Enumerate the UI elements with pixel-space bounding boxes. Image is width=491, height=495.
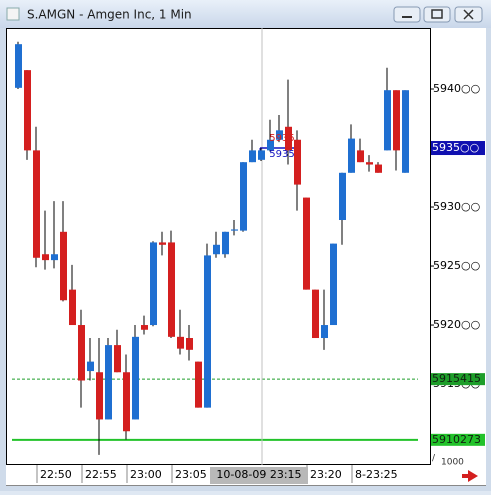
candle-body: [105, 345, 112, 420]
candle-body: [141, 325, 148, 330]
candle-body: [231, 229, 238, 231]
crosshair-price-box: [431, 141, 485, 156]
candle-body: [330, 243, 337, 326]
candle-body: [402, 90, 409, 173]
candle-body: [186, 338, 193, 350]
candle-body: [375, 164, 382, 173]
candle-body: [267, 139, 274, 151]
minimize-button[interactable]: [393, 6, 421, 23]
candle-body: [366, 162, 373, 165]
candle-body: [177, 336, 184, 349]
candle-body: [240, 162, 247, 231]
candle-body: [204, 255, 211, 408]
x-tick-label: 23:05: [175, 468, 207, 481]
y-tick-label: 5925○○: [433, 259, 480, 272]
maximize-icon: [431, 9, 443, 19]
crosshair-time-label: 10-08-09 23:15: [216, 468, 301, 481]
candle-body: [285, 126, 292, 151]
scale-slash: /: [432, 454, 436, 464]
x-tick-label: 23:00: [130, 468, 162, 481]
candle-body: [348, 138, 355, 173]
chart-layer: 5915○○5920○○5925○○5930○○5935○○5940○○22:5…: [12, 28, 485, 484]
candle-body: [168, 242, 175, 337]
candle-body: [150, 242, 157, 326]
y-tick-label: 5930○○: [433, 200, 480, 213]
candle-body: [393, 90, 400, 151]
candle-body: [60, 231, 67, 301]
close-icon: [463, 9, 474, 20]
window-icon: [6, 7, 20, 21]
candle-body: [42, 254, 49, 261]
candle-body: [303, 197, 310, 290]
level-label: 5910273: [432, 433, 481, 446]
candle-body: [312, 289, 319, 339]
candle-body: [33, 150, 40, 258]
level-label-box: [431, 373, 485, 386]
candle-body: [213, 244, 220, 255]
candle-body: [321, 325, 328, 339]
candle-body: [249, 150, 256, 163]
candle-body: [123, 372, 130, 432]
candle-body: [78, 325, 85, 381]
candle-body: [24, 70, 31, 151]
candle-body: [276, 130, 283, 140]
chart-area: [6, 28, 486, 486]
price-marker-text: 5935: [269, 133, 294, 144]
y-tick-label: 5920○○: [433, 318, 480, 331]
x-tick-label: 23:20: [310, 468, 342, 481]
crosshair-time-box: [210, 467, 308, 484]
plot-frame: [6, 28, 431, 465]
candle-body: [51, 254, 58, 261]
y-tick-label: 5940○○: [433, 82, 480, 95]
level-label-box: [431, 433, 485, 446]
candle-body: [87, 361, 94, 372]
window-title: S.AMGN - Amgen Inc, 1 Min: [27, 8, 192, 22]
scale-note: 1000: [441, 458, 464, 468]
candle-body: [132, 336, 139, 420]
candle-body: [258, 150, 265, 160]
crosshair-price-label: 5935○○: [432, 141, 479, 154]
maximize-button[interactable]: [423, 6, 451, 23]
candle-body: [357, 150, 364, 163]
candle-body: [195, 361, 202, 408]
candle-body: [222, 231, 229, 255]
candle-body: [384, 90, 391, 151]
scroll-arrow[interactable]: [462, 470, 478, 482]
candle-body: [15, 44, 22, 88]
candle-body: [69, 289, 76, 326]
x-tick-label: 22:50: [40, 468, 72, 481]
level-label: 5915415: [432, 372, 481, 385]
candle-body: [96, 372, 103, 420]
candle-body: [159, 242, 166, 245]
x-tick-label: 8-23:25: [355, 468, 398, 481]
price-marker-text: 5935: [269, 149, 294, 160]
candle-body: [114, 345, 121, 373]
x-tick-label: 22:55: [85, 468, 117, 481]
candle-body: [339, 172, 346, 221]
candle-body: [294, 139, 301, 185]
